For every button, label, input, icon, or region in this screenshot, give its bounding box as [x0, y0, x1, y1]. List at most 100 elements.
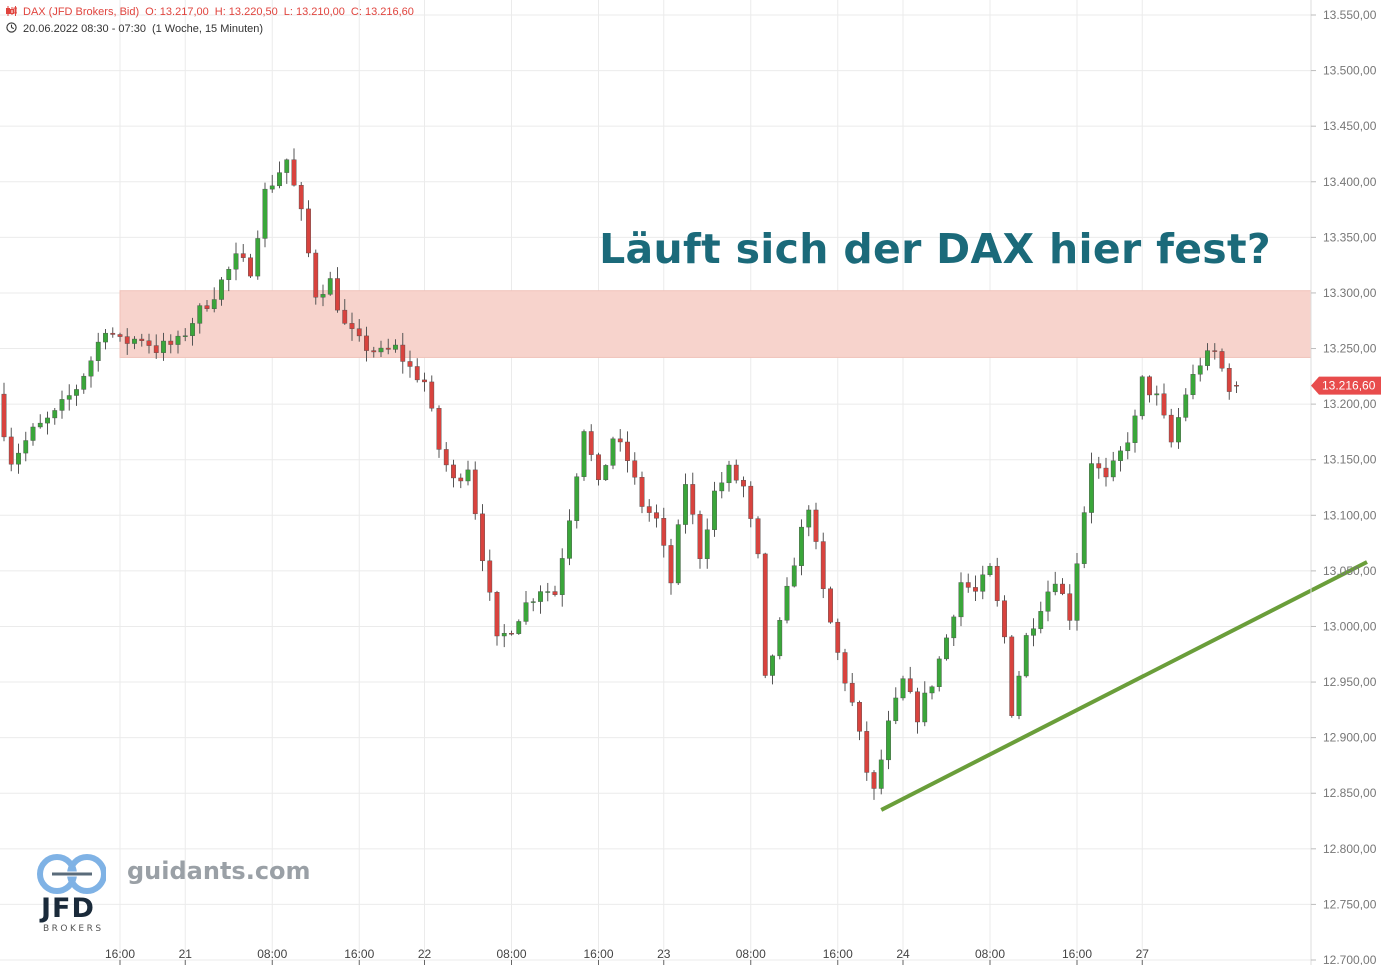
candle-down	[755, 518, 761, 555]
candle-down	[697, 514, 703, 559]
candle-up	[1183, 394, 1189, 418]
candle-down	[1168, 414, 1174, 443]
x-tick-label: 08:00	[736, 947, 766, 961]
candle-up	[1190, 374, 1196, 396]
candle-up	[980, 574, 986, 592]
candle-down	[342, 309, 348, 324]
candle-down	[632, 460, 638, 478]
candle-down	[1226, 368, 1232, 392]
y-tick-label: 13.000,00	[1323, 619, 1377, 633]
y-tick-label: 13.400,00	[1323, 175, 1377, 189]
candle-up	[378, 347, 384, 353]
candle-up	[530, 601, 536, 603]
candle-up	[567, 520, 572, 559]
candle-up	[284, 159, 290, 173]
candle-down	[668, 545, 674, 584]
candle-up	[219, 279, 224, 300]
candle-up	[770, 655, 775, 676]
candle-up	[88, 360, 94, 377]
site-watermark: guidants.com	[127, 857, 311, 885]
candle-up	[211, 299, 217, 309]
chart-header-ohlc: DAX (JFD Brokers, Bid) O: 13.217,00 H: 13.…	[6, 6, 420, 19]
interval-label: (1 Woche, 15 Minuten)	[151, 23, 264, 35]
candle-up	[893, 697, 899, 722]
candle-down	[625, 441, 630, 461]
candle-up	[704, 529, 710, 559]
candle-up	[1110, 460, 1116, 478]
candle-up	[393, 344, 398, 350]
candle-down	[429, 381, 435, 409]
candle-down	[124, 336, 130, 344]
trendline	[880, 560, 1368, 812]
x-tick-label: 27	[1136, 947, 1150, 961]
y-tick-label: 13.150,00	[1323, 453, 1377, 467]
candle-up	[255, 238, 261, 277]
candle-up	[900, 678, 906, 699]
x-tick-label: 08:00	[496, 947, 526, 961]
candle-up	[719, 482, 725, 492]
x-tick-label: 16:00	[823, 947, 853, 961]
close-value: C: 13.216,60	[350, 6, 414, 18]
candle-down	[552, 591, 558, 595]
candle-down	[1103, 467, 1109, 478]
candle-up	[16, 452, 21, 465]
current-price-label: 13.216,60	[1322, 379, 1376, 393]
candle-down	[864, 731, 870, 773]
candle-up	[45, 417, 50, 424]
candle-down	[733, 464, 739, 481]
candle-down	[240, 253, 246, 258]
candle-up	[30, 426, 36, 441]
candle-down	[364, 335, 369, 351]
candle-up	[95, 341, 101, 361]
y-tick-label: 12.700,00	[1323, 953, 1377, 965]
y-tick-label: 13.300,00	[1323, 286, 1377, 300]
candle-down	[588, 431, 594, 455]
y-tick-label: 13.050,00	[1323, 564, 1377, 578]
x-tick-label: 22	[418, 947, 432, 961]
candle-up	[523, 602, 529, 622]
candle-up	[175, 335, 181, 345]
x-tick-label: 16:00	[105, 947, 135, 961]
candle-up	[610, 438, 616, 466]
candle-up	[233, 253, 239, 270]
y-tick-label: 13.350,00	[1323, 230, 1377, 244]
y-tick-label: 12.900,00	[1323, 731, 1377, 745]
candle-down	[472, 469, 478, 515]
candle-up	[465, 469, 471, 482]
y-tick-label: 13.250,00	[1323, 342, 1377, 356]
candle-down	[146, 340, 152, 346]
candle-up	[1205, 350, 1210, 366]
candle-up	[37, 422, 43, 428]
candle-up	[574, 476, 580, 521]
candle-down	[414, 366, 420, 381]
candle-down	[871, 772, 877, 789]
candle-up	[190, 323, 195, 336]
candle-up	[52, 410, 58, 419]
candle-up	[603, 465, 609, 481]
candle-down	[907, 678, 913, 692]
candle-down	[494, 592, 500, 637]
chart-headline: Läuft sich der DAX hier fest?	[599, 225, 1271, 273]
candle-up	[1031, 628, 1036, 636]
candle-down	[407, 361, 413, 367]
candle-up	[936, 658, 942, 687]
high-value: H: 13.220,50	[214, 6, 278, 18]
y-tick-label: 13.550,00	[1323, 8, 1377, 22]
candle-down	[139, 338, 145, 341]
candle-up	[777, 620, 783, 657]
candle-up	[1132, 415, 1138, 443]
candle-up	[132, 338, 137, 344]
candle-down	[1161, 393, 1167, 416]
resistance-zone	[119, 290, 1312, 358]
candle-down	[356, 328, 362, 337]
candle-down	[748, 485, 754, 519]
candle-down	[349, 323, 355, 329]
candle-down	[458, 477, 464, 482]
candle-up	[1052, 583, 1058, 593]
y-tick-label: 13.200,00	[1323, 397, 1377, 411]
candle-down	[480, 513, 485, 562]
candle-up	[66, 395, 72, 400]
current-price-badge	[1311, 376, 1381, 395]
